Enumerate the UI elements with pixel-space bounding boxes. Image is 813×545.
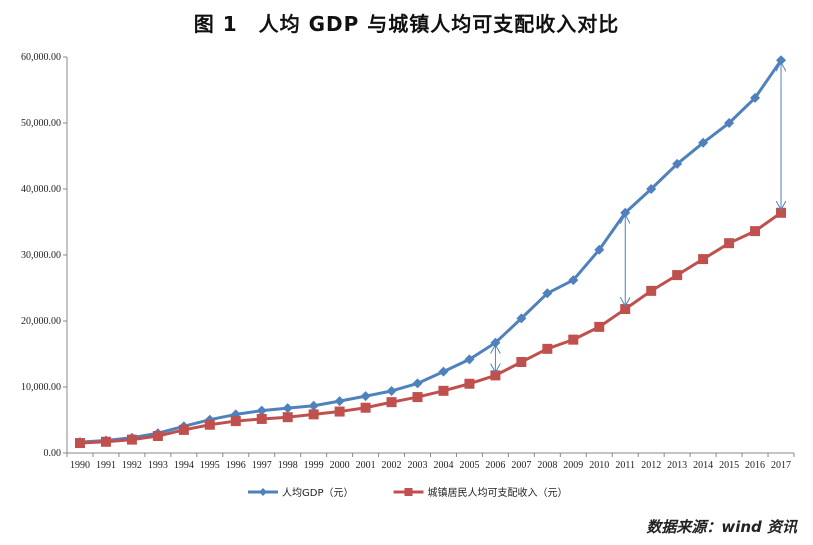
data-point-square — [360, 402, 371, 413]
x-tick-label: 2004 — [433, 460, 453, 471]
data-point-diamond — [386, 385, 397, 396]
data-point-square — [386, 397, 397, 408]
x-tick-label: 1991 — [96, 460, 116, 471]
x-tick-label: 2010 — [589, 460, 609, 471]
data-point-square — [204, 419, 215, 430]
data-point-diamond — [412, 378, 423, 389]
data-point-square — [178, 424, 189, 435]
data-point-square — [646, 285, 657, 296]
data-point-square — [698, 254, 709, 265]
x-tick-label: 2014 — [693, 460, 713, 471]
x-tick-label: 2002 — [382, 460, 402, 471]
data-point-square — [490, 370, 501, 381]
data-point-square — [412, 392, 423, 403]
data-point-diamond — [360, 391, 371, 402]
x-tick-label: 1993 — [148, 460, 168, 471]
data-point-diamond — [542, 288, 553, 299]
data-point-square — [152, 430, 163, 441]
x-tick-label: 2005 — [459, 460, 479, 471]
x-tick-label: 2016 — [745, 460, 765, 471]
chart-title: 图 1 人均 GDP 与城镇人均可支配收入对比 — [193, 12, 620, 36]
data-point-square — [672, 270, 683, 281]
y-tick-label: 20,000.00 — [21, 316, 61, 327]
data-point-square — [100, 436, 111, 447]
data-point-square — [126, 434, 137, 445]
data-point-square — [724, 238, 735, 249]
x-tick-label: 1999 — [304, 460, 324, 471]
y-tick-label: 50,000.00 — [21, 118, 61, 129]
series-line-1 — [79, 211, 782, 445]
legend-marker-square — [404, 488, 413, 496]
x-tick-label: 2000 — [330, 460, 350, 471]
legend-marker-diamond — [259, 488, 267, 496]
x-tick-label: 1995 — [200, 460, 220, 471]
x-tick-label: 2009 — [563, 460, 583, 471]
data-point-diamond — [724, 118, 735, 128]
y-tick-label: 40,000.00 — [21, 184, 61, 195]
x-tick-label: 2013 — [667, 460, 687, 471]
data-point-diamond — [776, 55, 787, 66]
x-tick-label: 2011 — [615, 460, 635, 471]
data-point-diamond — [646, 184, 657, 194]
data-point-square — [438, 385, 449, 396]
data-point-square — [776, 207, 787, 218]
y-tick-label: 60,000.00 — [21, 52, 61, 63]
data-point-square — [516, 357, 527, 368]
x-tick-label: 2006 — [485, 460, 505, 471]
data-point-diamond — [464, 354, 475, 365]
legend-label: 城镇居民人均可支配收入（元） — [427, 486, 567, 499]
data-point-square — [334, 406, 345, 417]
x-tick-label: 1990 — [70, 460, 90, 471]
data-point-diamond — [672, 158, 683, 169]
data-point-diamond — [256, 405, 267, 416]
data-point-square — [230, 416, 241, 427]
data-point-diamond — [594, 244, 605, 255]
x-tick-label: 1994 — [174, 460, 194, 471]
x-tick-label: 1997 — [252, 460, 272, 471]
y-tick-label: 0.00 — [44, 448, 62, 459]
x-tick-label: 2001 — [356, 460, 376, 471]
data-point-diamond — [568, 275, 579, 286]
source-note: 数据来源：wind 资讯 — [646, 518, 797, 536]
x-tick-label: 2003 — [408, 460, 428, 471]
data-point-diamond — [516, 313, 527, 324]
x-tick-label: 2007 — [511, 460, 531, 471]
data-point-diamond — [438, 366, 449, 377]
data-point-square — [594, 321, 605, 332]
series-line-0 — [79, 59, 783, 444]
data-point-diamond — [698, 137, 709, 148]
x-tick-label: 2008 — [537, 460, 557, 471]
data-point-square — [282, 412, 293, 423]
x-tick-label: 2017 — [771, 460, 791, 471]
y-tick-label: 10,000.00 — [21, 382, 61, 393]
data-point-square — [542, 343, 553, 354]
data-point-diamond — [334, 396, 345, 407]
x-tick-label: 2015 — [719, 460, 739, 471]
y-tick-label: 30,000.00 — [21, 250, 61, 261]
x-tick-label: 2012 — [641, 460, 661, 471]
data-point-square — [750, 226, 761, 237]
x-tick-label: 1992 — [122, 460, 142, 471]
data-point-diamond — [308, 400, 319, 411]
data-point-diamond — [282, 403, 293, 414]
data-point-square — [464, 378, 475, 389]
data-point-diamond — [750, 92, 761, 103]
data-point-square — [308, 409, 319, 420]
x-tick-label: 1996 — [226, 460, 246, 471]
data-point-square — [568, 334, 579, 345]
x-tick-label: 1998 — [278, 460, 298, 471]
legend-label: 人均GDP（元） — [282, 487, 353, 499]
data-point-square — [74, 438, 85, 449]
data-point-square — [620, 304, 631, 315]
data-point-square — [256, 413, 267, 424]
